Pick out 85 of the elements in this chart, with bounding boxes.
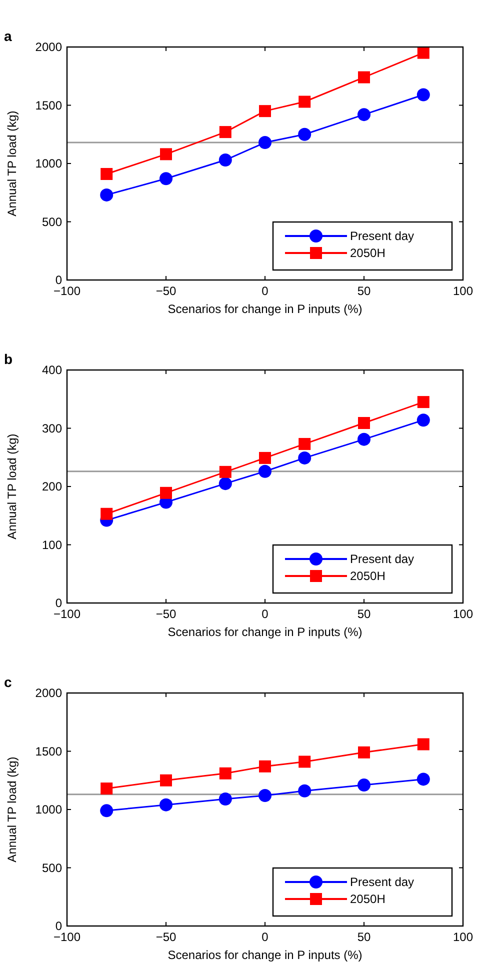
point (100, 188, 114, 202)
x-axis-title: Scenarios for change in P inputs (%) (168, 948, 362, 962)
legend-label: Present day (350, 229, 414, 243)
y-tick-label: 1500 (35, 744, 62, 758)
x-tick-label: 0 (262, 284, 269, 298)
y-axis-title: Annual TP load (kg) (5, 756, 19, 862)
x-tick-label: 100 (452, 284, 474, 298)
x-axis-title: Scenarios for change in P inputs (%) (168, 302, 362, 316)
point (417, 46, 430, 59)
x-tick-label: −100 (53, 607, 81, 621)
legend-label: Present day (350, 552, 414, 566)
point (259, 105, 271, 118)
point (219, 767, 232, 780)
chart-title: a (4, 28, 12, 44)
point (160, 774, 172, 786)
point (358, 417, 370, 430)
point (298, 451, 312, 464)
x-axis-title: Scenarios for change in P inputs (%) (168, 625, 362, 639)
point (100, 804, 114, 818)
x-tick-label: −50 (156, 930, 176, 944)
x-tick-label: 50 (357, 284, 371, 298)
point (160, 486, 172, 499)
legend-label: 2050H (350, 569, 386, 583)
point (358, 108, 370, 122)
point (259, 452, 271, 464)
point (358, 778, 370, 792)
point (416, 88, 430, 102)
y-tick-label: 500 (42, 860, 62, 875)
legend-label: Present day (350, 875, 414, 889)
x-tick-label: 0 (262, 930, 269, 944)
y-tick-label: 400 (42, 363, 62, 377)
x-tick-label: −100 (53, 930, 81, 944)
point (298, 128, 312, 141)
point (258, 136, 272, 150)
y-tick-label: 300 (42, 421, 62, 436)
y-tick-label: 0 (55, 273, 62, 287)
point (218, 792, 232, 806)
point (358, 746, 370, 758)
x-tick-label: −50 (156, 284, 176, 298)
x-tick-label: 100 (452, 930, 474, 944)
point (160, 172, 172, 186)
y-tick-label: 500 (42, 214, 62, 229)
x-tick-label: −100 (53, 284, 81, 298)
point (100, 782, 113, 795)
point (358, 71, 370, 84)
y-tick-label: 100 (42, 538, 62, 552)
x-tick-label: −50 (156, 607, 176, 621)
y-tick-label: 1500 (35, 98, 62, 112)
x-tick-label: 100 (452, 607, 474, 621)
point (298, 96, 311, 108)
y-tick-label: 0 (55, 919, 62, 933)
x-tick-label: 50 (357, 607, 371, 621)
y-axis-title: Annual TP load (kg) (5, 110, 19, 216)
point (160, 148, 172, 160)
y-tick-label: 2000 (35, 686, 62, 700)
y-axis-title: Annual TP load (kg) (5, 434, 19, 540)
point (358, 432, 370, 446)
point (160, 798, 172, 812)
point (218, 154, 232, 167)
point (298, 784, 312, 798)
legend-label: 2050H (350, 246, 386, 260)
point (298, 438, 311, 450)
point (100, 168, 113, 180)
legend-label: 2050H (350, 892, 386, 906)
point (417, 396, 430, 408)
x-tick-label: 50 (357, 930, 371, 944)
point (416, 414, 430, 427)
y-tick-label: 1000 (35, 156, 62, 170)
point (100, 508, 113, 520)
chart-title: b (4, 351, 13, 367)
point (417, 738, 430, 750)
y-tick-label: 1000 (35, 802, 62, 816)
chart-title: c (4, 674, 12, 690)
x-tick-label: 0 (262, 607, 269, 621)
point (218, 477, 232, 490)
point (258, 464, 272, 478)
y-tick-label: 200 (42, 480, 62, 494)
point (298, 756, 311, 768)
point (258, 789, 272, 802)
point (259, 760, 271, 772)
y-tick-label: 0 (55, 596, 62, 610)
point (219, 466, 232, 478)
y-tick-label: 2000 (35, 40, 62, 54)
point (219, 126, 232, 138)
point (416, 772, 430, 786)
